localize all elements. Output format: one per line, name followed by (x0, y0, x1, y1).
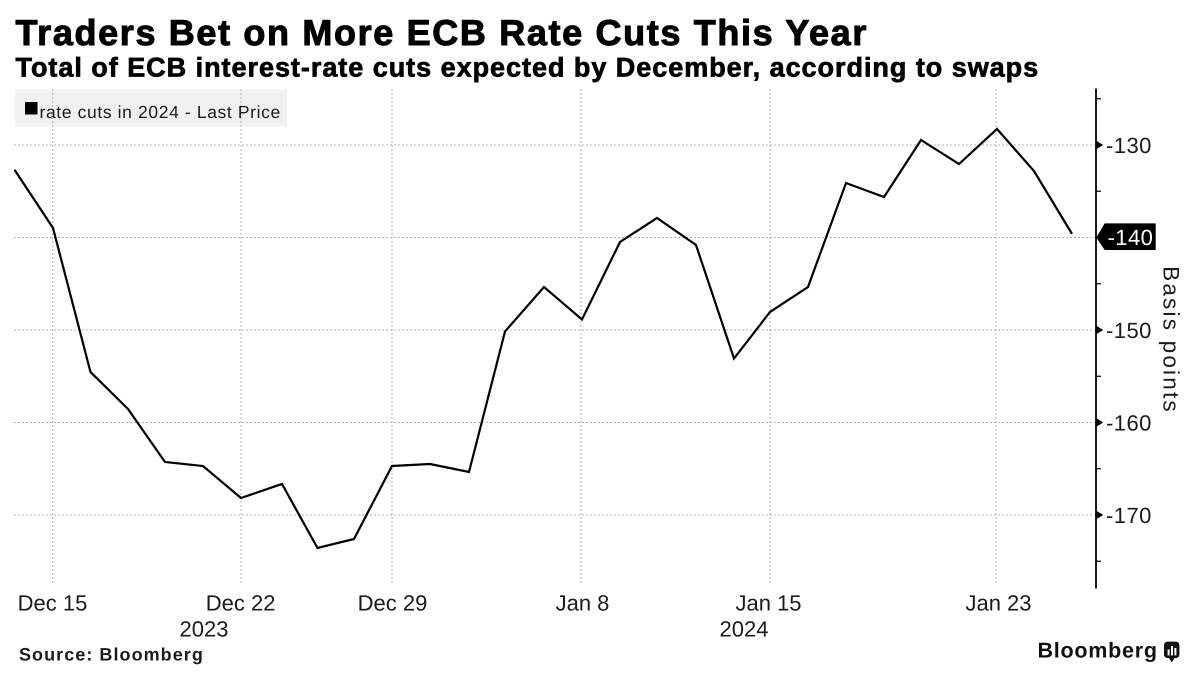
svg-text:Dec 29: Dec 29 (358, 591, 428, 616)
svg-text:Dec 22: Dec 22 (206, 591, 276, 616)
svg-text:-130: -130 (1106, 133, 1152, 158)
svg-text:Basis points: Basis points (1158, 266, 1183, 414)
svg-text:Total of ECB interest-rate cut: Total of ECB interest-rate cuts expected… (16, 52, 1040, 82)
svg-text:-160: -160 (1106, 410, 1152, 435)
svg-text:rate cuts in 2024 - Last Price: rate cuts in 2024 - Last Price (40, 102, 281, 122)
svg-text:Bloomberg: Bloomberg (1038, 639, 1158, 663)
svg-text:2024: 2024 (720, 617, 769, 642)
svg-text:Jan 23: Jan 23 (965, 591, 1031, 616)
svg-text:Jan 15: Jan 15 (735, 591, 801, 616)
svg-text:-150: -150 (1106, 318, 1152, 343)
svg-text:Traders Bet on More ECB Rate C: Traders Bet on More ECB Rate Cuts This Y… (16, 12, 869, 53)
svg-text:Dec 15: Dec 15 (18, 591, 88, 616)
svg-text:Jan 8: Jan 8 (556, 591, 610, 616)
svg-text:-170: -170 (1106, 503, 1152, 528)
svg-text:Source: Bloomberg: Source: Bloomberg (19, 645, 204, 665)
svg-text:2023: 2023 (180, 617, 229, 642)
svg-text:-140: -140 (1108, 225, 1154, 250)
